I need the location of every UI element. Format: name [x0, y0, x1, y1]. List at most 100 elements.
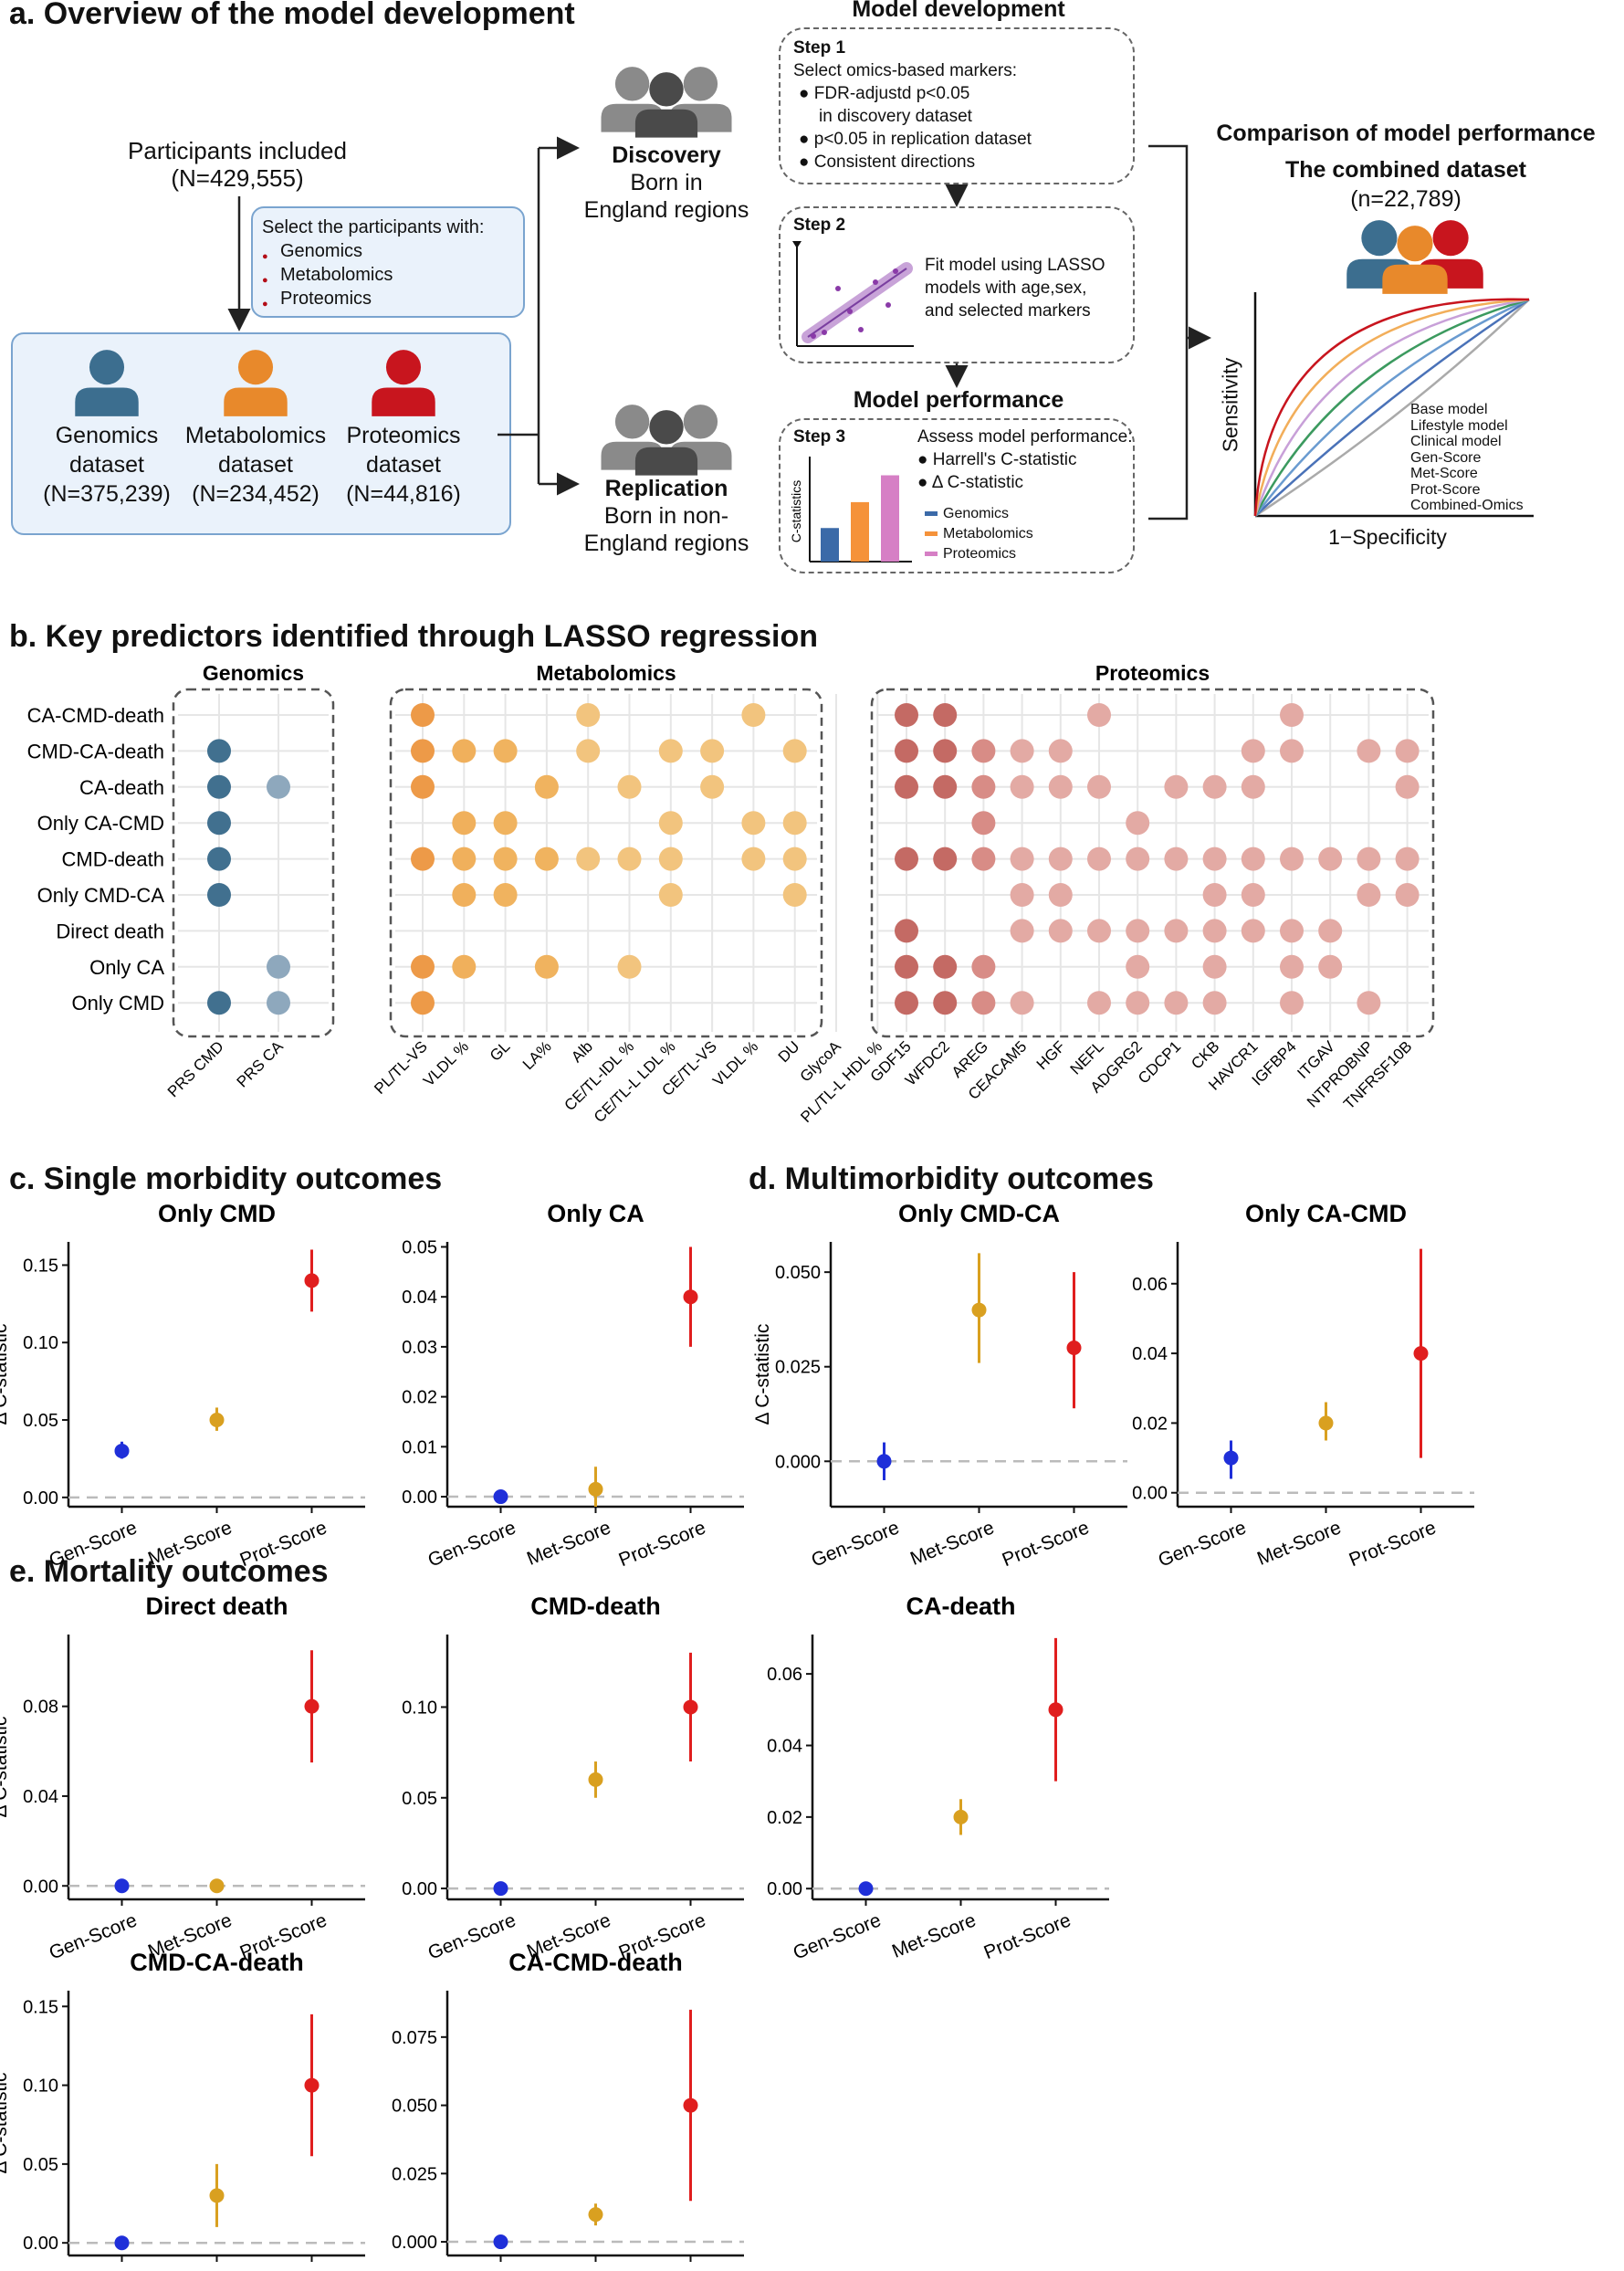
step1-title: Step 1 — [793, 38, 846, 58]
discovery-title: Discovery — [612, 142, 721, 168]
person-icon-genomics — [75, 350, 139, 416]
step1-box: Step 1 Select omics-based markers: ● FDR… — [779, 27, 1135, 184]
predictor-dot — [658, 739, 683, 763]
panel-c-title: c. Single morbidity outcomes — [9, 1162, 443, 1196]
predictor-dot — [1202, 846, 1227, 871]
point-gen-score — [114, 2235, 130, 2251]
predictor-dot — [267, 991, 290, 1015]
discovery-desc-2: England regions — [583, 197, 749, 223]
predictor-dot-matrix: CA-CMD-death CMD-CA-death CA-death Only CA-… — [27, 661, 1435, 1126]
y-tick-label: 0.04 — [23, 1787, 58, 1807]
y-tick-label: 0.05 — [23, 2155, 58, 2175]
combined-group-icon — [1333, 217, 1497, 299]
y-tick-label: 0.02 — [1132, 1414, 1168, 1434]
point-gen-score — [1223, 1450, 1239, 1466]
predictor-dot — [1010, 846, 1034, 871]
predictor-dot — [895, 703, 918, 727]
y-tick-label: 0.05 — [402, 1789, 437, 1809]
plot-title: Only CMD — [158, 1200, 276, 1227]
step3-intro: Assess model performance: — [917, 427, 1133, 447]
predictor-dot — [895, 739, 918, 763]
predictor-dot — [895, 954, 918, 979]
dataset-label-line2: dataset — [68, 452, 144, 478]
discovery-desc-1: Born in — [630, 170, 703, 195]
point-met-score — [209, 1413, 225, 1428]
y-tick-label: 0.10 — [23, 2076, 58, 2097]
row-label: Only CA-CMD — [37, 812, 164, 835]
y-tick-label: 0.02 — [767, 1808, 802, 1828]
step1-item-3-text: Consistent directions — [813, 152, 976, 172]
predictor-dot — [971, 954, 996, 979]
y-tick-label: 0.000 — [392, 2233, 437, 2253]
person-icon-metabolomics — [224, 350, 288, 416]
predictor-dot — [895, 991, 918, 1015]
predictor-dot — [971, 774, 996, 799]
group-member-center — [1382, 226, 1448, 294]
x-tick-label: Gen-Score — [809, 1517, 903, 1571]
predictor-dot — [534, 774, 559, 799]
person-icon-proteomics — [372, 350, 435, 416]
column-label: CKB — [1188, 1037, 1222, 1072]
roc-curves — [1253, 292, 1534, 518]
point-met-score — [953, 1809, 969, 1824]
step3-legend-label: Metabolomics — [943, 526, 1033, 541]
replication-desc-2: England regions — [583, 531, 749, 556]
legend-swatch — [925, 511, 938, 517]
predictor-dot — [782, 811, 807, 836]
predictor-dot — [1126, 846, 1150, 871]
dataset-label-line3: (N=234,452) — [192, 481, 320, 507]
step3-legend-label: Proteomics — [943, 546, 1017, 562]
group-member-1-head — [1432, 220, 1469, 257]
step3-item-1-text: Harrell's C-statistic — [932, 450, 1077, 469]
x-tick-label: Met-Score — [524, 2266, 613, 2271]
predictor-dot — [1010, 919, 1034, 943]
predictor-dot — [1048, 846, 1073, 871]
plot-ca-cmd-death: CA-CMD-death 0.000 0.025 0.050 0.075 Gen-Scor… — [392, 1949, 744, 2271]
predictor-dot — [658, 846, 683, 871]
predictor-dot — [1126, 919, 1150, 943]
predictor-dot — [1087, 846, 1111, 871]
predictor-dot — [700, 739, 725, 763]
predictor-dot — [971, 739, 996, 763]
predictor-dot — [1087, 703, 1111, 727]
column-label: PRS CMD — [164, 1037, 227, 1100]
y-tick-label: 0.10 — [402, 1698, 437, 1718]
dataset-metabolomics: Metabolomics dataset (N=234,452) — [173, 343, 338, 509]
point-met-score — [209, 1878, 225, 1894]
predictor-dot — [411, 774, 435, 799]
predictor-dot — [971, 991, 996, 1015]
plot-only cmd-ca: Only CMD-CA 0.000 0.025 0.050 Δ C-statistic G… — [752, 1200, 1127, 1572]
roc-curve-6 — [1253, 298, 1530, 517]
panel-e-title: e. Mortality outcomes — [9, 1554, 329, 1589]
step3-text: Assess model performance: ● Harrell's C-… — [917, 426, 1133, 494]
selection-item-metabolomics: Metabolomics — [262, 263, 514, 292]
x-tick-label: Met-Score — [907, 1517, 997, 1570]
predictor-dot — [1280, 846, 1304, 871]
y-tick-label: 0.06 — [767, 1665, 802, 1685]
predictor-dot — [207, 991, 231, 1015]
predictor-dot — [782, 883, 807, 907]
predictor-dot — [452, 846, 477, 871]
step1-item-1-text: FDR-adjustd p<0.05 — [813, 84, 970, 103]
y-tick-label: 0.00 — [1132, 1484, 1168, 1504]
predictor-dot — [741, 846, 766, 871]
group-member-0-head — [614, 67, 650, 101]
replication-block: Replication Born in non- England regions — [566, 475, 767, 557]
point-gen-score — [114, 1443, 130, 1458]
predictor-dot — [1318, 954, 1343, 979]
x-tick-label: Met-Score — [145, 2266, 235, 2271]
predictor-dot — [1280, 919, 1304, 943]
group-member-center-body — [634, 109, 698, 138]
x-tick-label: Met-Score — [889, 1909, 979, 1962]
column-label: VLDL % — [709, 1037, 761, 1089]
column-label: CDCP1 — [1135, 1037, 1184, 1087]
point-met-score — [971, 1302, 987, 1318]
predictor-dot — [1202, 919, 1227, 943]
delta-cstatistic-plots: Only CMD 0.00 0.05 0.10 0.15 Δ C-statistic Gen… — [0, 1200, 1474, 2271]
x-tick-label: Gen-Score — [47, 1909, 141, 1963]
predictor-dot — [617, 774, 642, 799]
predictor-dot — [1087, 774, 1111, 799]
row-label: CA-death — [79, 776, 164, 799]
predictor-dot — [1357, 739, 1381, 763]
predictor-dot — [452, 811, 477, 836]
